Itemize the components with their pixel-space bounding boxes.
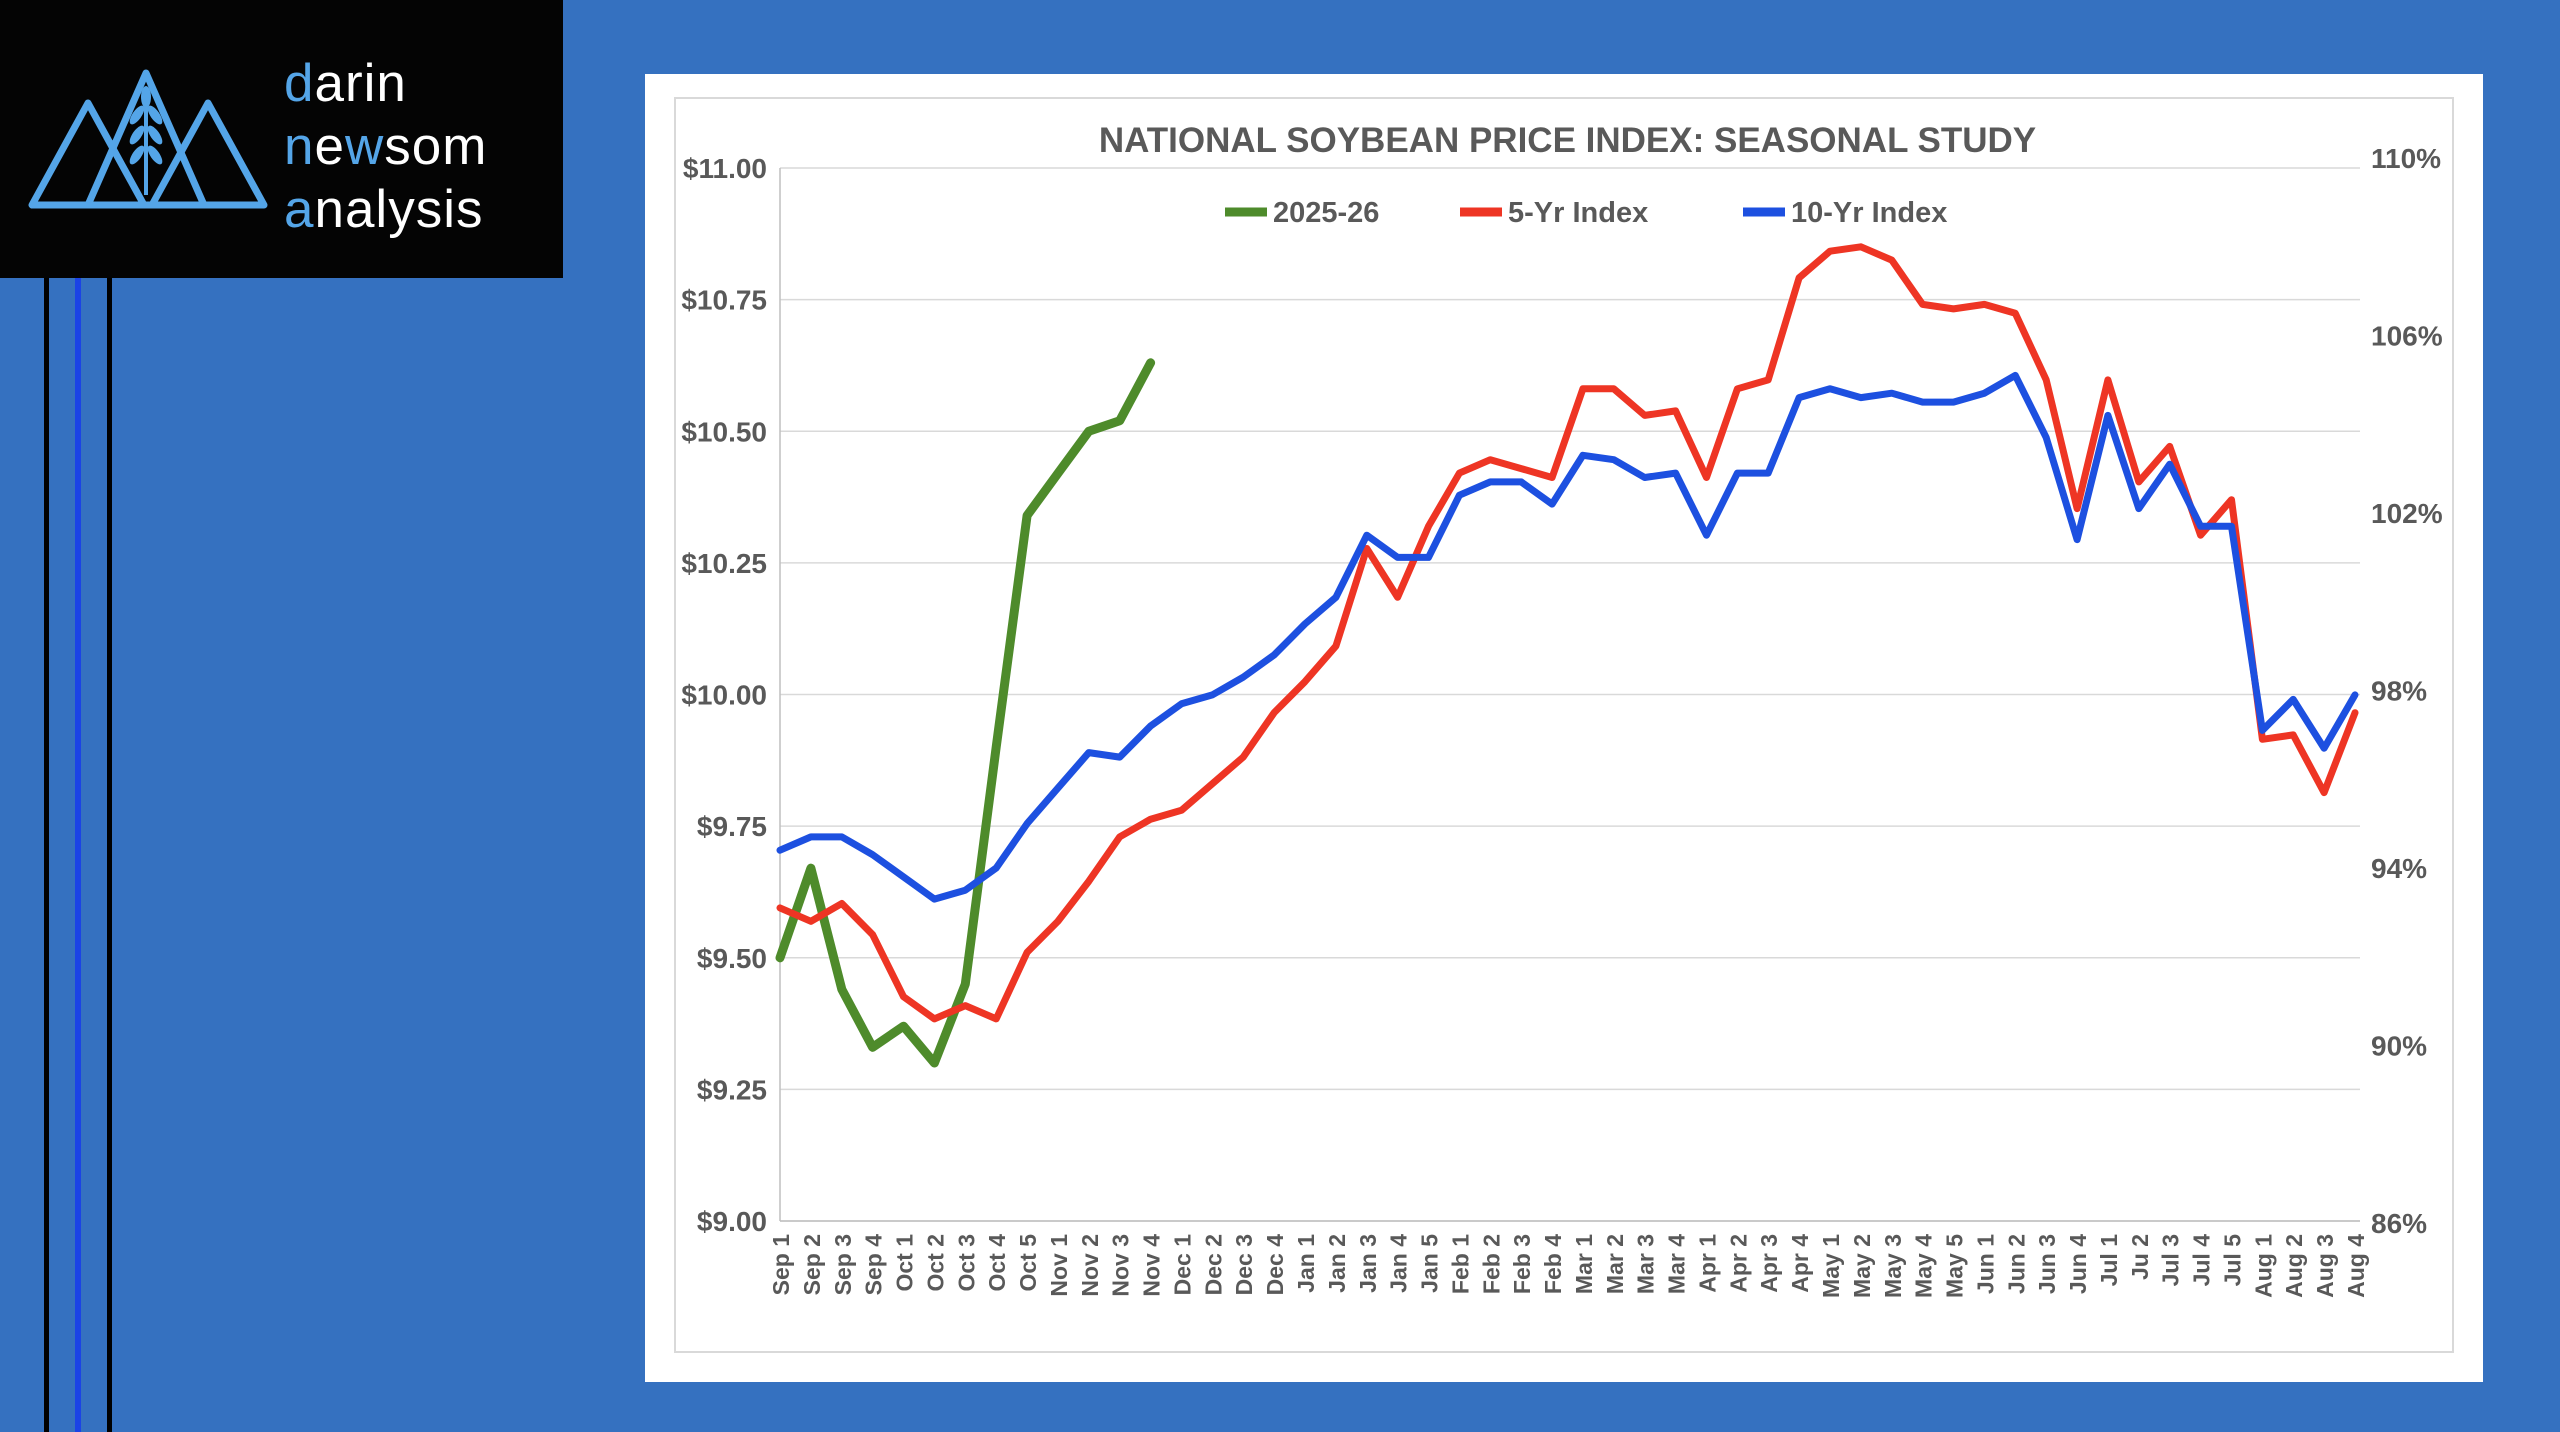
legend-item-2025-26: 2025-26: [1225, 197, 1379, 229]
x-axis-tick-label: Jan 4: [1386, 1234, 1412, 1293]
right-axis-tick-label: 106%: [2371, 321, 2443, 352]
x-axis-tick-label: Oct 1: [892, 1234, 918, 1292]
x-axis-tick-label: May 5: [1942, 1234, 1968, 1298]
x-axis-tick-label: Oct 2: [922, 1234, 948, 1292]
x-axis-tick-label: Jul 4: [2189, 1234, 2215, 1287]
left-axis-tick-label: $9.00: [697, 1206, 767, 1237]
vertical-line-black-right: [107, 278, 112, 1432]
x-axis-tick-label: Sep 2: [799, 1234, 825, 1295]
x-axis-tick-label: Aug 3: [2312, 1234, 2338, 1298]
chart-border: [674, 97, 2454, 1353]
x-axis-tick-label: Aug 4: [2343, 1234, 2369, 1298]
x-axis-tick-label: Nov 3: [1108, 1234, 1134, 1297]
x-axis-tick-label: Feb 4: [1540, 1234, 1566, 1294]
series-line-5-yr-index: [776, 243, 2359, 1023]
x-axis-tick-label: Oct 4: [984, 1234, 1010, 1292]
x-axis-tick-label: Apr 4: [1787, 1234, 1813, 1293]
x-axis-tick-label: May 4: [1911, 1234, 1937, 1298]
x-axis-tick-label: Jun 3: [2034, 1234, 2060, 1294]
x-axis-tick-label: May 3: [1880, 1234, 1906, 1298]
left-axis-tick-label: $11.00: [683, 153, 767, 184]
chart-panel: $11.00 $10.75 $10.50 $10.25 $10.00 $9.75 $9.50…: [645, 74, 2483, 1382]
seasonal-study-chart: $11.00 $10.75 $10.50 $10.25 $10.00 $9.75 $9.50…: [674, 97, 2454, 1353]
x-axis-tick-label: Jan 2: [1324, 1234, 1350, 1293]
logo-wordmark: darin newsom analysis: [284, 52, 487, 241]
legend-label: 2025-26: [1273, 197, 1379, 229]
left-axis-tick-label: $9.50: [697, 943, 767, 974]
x-axis-tick-label: Jan 1: [1293, 1234, 1319, 1293]
series-line-10-yr-index: [776, 371, 2359, 903]
right-axis-tick-label: 90%: [2371, 1031, 2427, 1062]
left-axis-tick-label: $10.00: [681, 680, 767, 711]
x-axis-tick-label: Jun 4: [2065, 1234, 2091, 1294]
x-axis-tick-label: Feb 2: [1478, 1234, 1504, 1294]
x-axis-tick-label: Oct 3: [953, 1234, 979, 1292]
series-line-2025-26: [775, 358, 1156, 1068]
vertical-line-black-left: [44, 278, 49, 1432]
legend-label: 10-Yr Index: [1791, 197, 1947, 229]
right-axis-tick-label: 98%: [2371, 676, 2427, 707]
x-axis-tick-label: Sep 1: [768, 1234, 794, 1296]
x-axis-tick-label: Dec 2: [1200, 1234, 1226, 1295]
left-axis-tick-label: $10.50: [681, 416, 767, 447]
mountain-wheat-icon: [28, 69, 268, 209]
x-axis-tick-label: Ju 2: [2127, 1234, 2153, 1280]
x-axis-tick-label: Feb 1: [1447, 1234, 1473, 1294]
x-axis-tick-label: Jan 5: [1417, 1234, 1443, 1293]
x-axis-tick-label: Jun 1: [1972, 1234, 1998, 1294]
x-axis-tick-label: May 2: [1849, 1234, 1875, 1298]
x-axis-tick-label: Mar 3: [1633, 1234, 1659, 1294]
left-axis-tick-label: $9.75: [697, 811, 767, 842]
left-axis-tick-label: $10.75: [681, 285, 767, 316]
logo-block: darin newsom analysis: [0, 0, 563, 278]
x-axis-tick-label: Apr 1: [1694, 1234, 1720, 1293]
x-axis-tick-label: Mar 4: [1664, 1234, 1690, 1294]
x-axis-tick-label: Jul 1: [2096, 1234, 2122, 1287]
x-axis-tick-label: Dec 3: [1231, 1234, 1257, 1295]
x-axis-tick-label: Oct 5: [1015, 1234, 1041, 1292]
right-axis-tick-label: 86%: [2371, 1208, 2427, 1239]
right-mountain-icon: [148, 99, 268, 209]
wheat-icon: [129, 86, 163, 195]
x-axis-tick-label: Aug 1: [2250, 1234, 2276, 1298]
left-axis-tick-label: $9.25: [697, 1074, 767, 1105]
x-axis-tick-label: Jun 2: [2003, 1234, 2029, 1294]
x-axis-tick-label: Jul 3: [2158, 1234, 2184, 1286]
right-axis-tick-label: 94%: [2371, 853, 2427, 884]
logo-text-line: newsom: [284, 117, 488, 176]
x-axis-tick-label: Apr 3: [1756, 1234, 1782, 1293]
x-axis-tick-label: May 1: [1818, 1234, 1844, 1298]
right-axis-tick-label: 102%: [2371, 498, 2443, 529]
x-axis-tick-label: Feb 3: [1509, 1234, 1535, 1294]
x-axis-tick-label: Nov 2: [1077, 1234, 1103, 1297]
x-axis-tick-label: Dec 1: [1169, 1234, 1195, 1296]
x-axis-tick-label: Nov 4: [1139, 1234, 1165, 1297]
vertical-line-blue: [75, 278, 81, 1432]
logo-text-line: darin: [284, 54, 407, 113]
x-axis-tick-label: Aug 2: [2281, 1234, 2307, 1298]
chart-title: NATIONAL SOYBEAN PRICE INDEX: SEASONAL S…: [1099, 121, 2036, 160]
left-axis-tick-label: $10.25: [681, 548, 767, 579]
legend-item-5-yr-index: 5-Yr Index: [1460, 197, 1648, 229]
x-axis-tick-label: Sep 3: [830, 1234, 856, 1295]
x-axis-tick-label: Jan 3: [1355, 1234, 1381, 1293]
middle-mountain-icon: [84, 69, 208, 209]
legend-label: 5-Yr Index: [1508, 197, 1648, 229]
x-axis-tick-label: Apr 2: [1725, 1234, 1751, 1293]
x-axis-tick-label: Nov 1: [1046, 1234, 1072, 1297]
x-axis-tick-label: Sep 4: [861, 1234, 887, 1296]
legend-item-10-yr-index: 10-Yr Index: [1743, 197, 1947, 229]
x-axis-tick-label: Mar 2: [1602, 1234, 1628, 1294]
right-axis-tick-label: 110%: [2371, 143, 2441, 174]
x-axis-tick-label: Jul 5: [2219, 1234, 2245, 1287]
logo-text-line: analysis: [284, 180, 484, 239]
x-axis-tick-label: Mar 1: [1571, 1234, 1597, 1294]
x-axis-tick-label: Dec 4: [1262, 1234, 1288, 1296]
